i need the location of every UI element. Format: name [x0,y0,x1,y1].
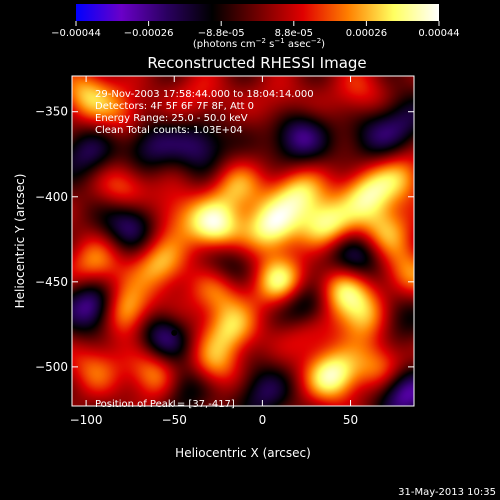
y-tick-label: −500 [35,360,68,374]
plot-area: −100 −50 0 50 −350−400−450−500 [35,75,415,427]
colorbar-tick-label: −0.00026 [124,28,174,39]
colorbar-tick-label: 8.8e-05 [275,28,313,39]
colorbar: −0.00044 −0.00026 −8.8e-05 8.8e-05 0.00026 0.… [51,4,460,50]
x-tick-label: −100 [70,413,103,427]
colorbar-tick-label: 0.00044 [418,28,459,39]
annotation-detectors: Detectors: 4F 5F 6F 7F 8F, Att 0 [95,101,254,112]
x-tick-label: 0 [259,413,267,427]
colorbar-unit-label: (photons cm−2 s−1 asec−2) [193,37,325,50]
heatmap-image [72,76,414,406]
annotation-time: 29-Nov-2003 17:58:44.000 to 18:04:14.000 [95,89,314,100]
colorbar-tick-label: −8.8e-05 [198,28,245,39]
y-tick-label: −450 [35,275,68,289]
x-axis-label: Heliocentric X (arcsec) [175,446,311,460]
colorbar-ticks: −0.00044 −0.00026 −8.8e-05 8.8e-05 0.00026 0.… [51,21,460,39]
y-tick-label: −400 [35,190,68,204]
chart-title: Reconstructed RHESSI Image [147,54,366,72]
y-axis-label: Heliocentric Y (arcsec) [13,174,27,309]
x-tick-label: 50 [343,413,358,427]
colorbar-tick-label: 0.00026 [346,28,387,39]
x-tick-label: −50 [162,413,187,427]
plot-frame [71,75,415,407]
annotation-peak: Position of Peak = [37,-417] [95,399,235,410]
annotation-clean: Clean Total counts: 1.03E+04 [95,125,243,136]
annotations: 29-Nov-2003 17:58:44.000 to 18:04:14.000… [95,89,314,410]
x-axis: −100 −50 0 50 [70,76,358,427]
peak-marker [171,329,178,336]
y-tick-label: −350 [35,105,68,119]
colorbar-gradient [76,4,439,21]
y-axis: −350 −400 −450 −500 [35,105,414,374]
colorbar-tick-label: −0.00044 [51,28,101,39]
footer-date: 31-May-2013 10:35 [398,487,496,498]
annotation-energy: Energy Range: 25.0 - 50.0 keV [95,113,248,124]
